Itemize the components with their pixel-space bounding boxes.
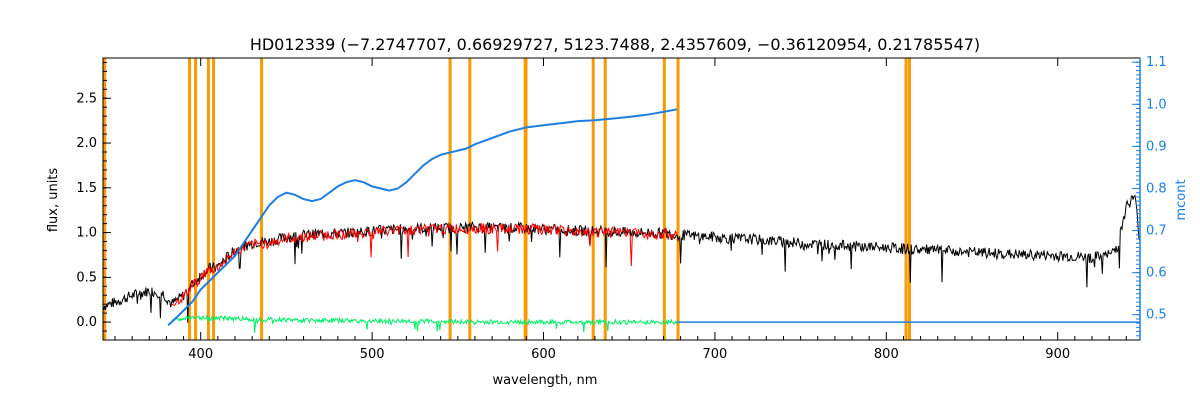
x-tick-label-0: 400 (188, 347, 213, 362)
y2-tick-label-5: 1.0 (1146, 97, 1167, 112)
y-tick-label-2: 1.0 (76, 226, 97, 241)
series-model (171, 222, 677, 307)
x-tick-label-4: 800 (874, 347, 899, 362)
y2-tick-label-1: 0.6 (1146, 266, 1167, 281)
y2-tick-label-0: 0.5 (1146, 308, 1167, 323)
x-tick-label-3: 700 (703, 347, 728, 362)
plot-area: 400 500 600 700 800 900 0.0 0.5 1.0 1.5 2.0 2.5 0.5 0… (76, 55, 1166, 362)
y2-tick-label-4: 0.9 (1146, 139, 1167, 154)
y-tick-label-5: 2.5 (76, 91, 97, 106)
y2-tick-label-2: 0.7 (1146, 224, 1167, 239)
y-tick-label-0: 0.0 (76, 315, 97, 330)
x-tick-label-2: 600 (531, 347, 556, 362)
x-tick-label-1: 500 (360, 347, 385, 362)
series-residual (171, 313, 678, 333)
y-tick-label-4: 2.0 (76, 136, 97, 151)
y2-axis-label: mcont (1174, 179, 1189, 220)
y-tick-label-1: 0.5 (76, 270, 97, 285)
series-continuum (167, 108, 678, 327)
chart-title: HD012339 (−7.2747707, 0.66929727, 5123.7… (250, 35, 980, 54)
x-tick-label-5: 900 (1045, 347, 1070, 362)
series-observed (102, 194, 1141, 323)
plot-frame (102, 57, 1141, 341)
x-axis-label: wavelength, nm (493, 373, 598, 388)
y2-tick-label-3: 0.8 (1146, 181, 1167, 196)
y-axis-label: flux, units (46, 168, 61, 233)
y2-tick-label-6: 1.1 (1146, 55, 1167, 70)
y-tick-label-3: 1.5 (76, 181, 97, 196)
